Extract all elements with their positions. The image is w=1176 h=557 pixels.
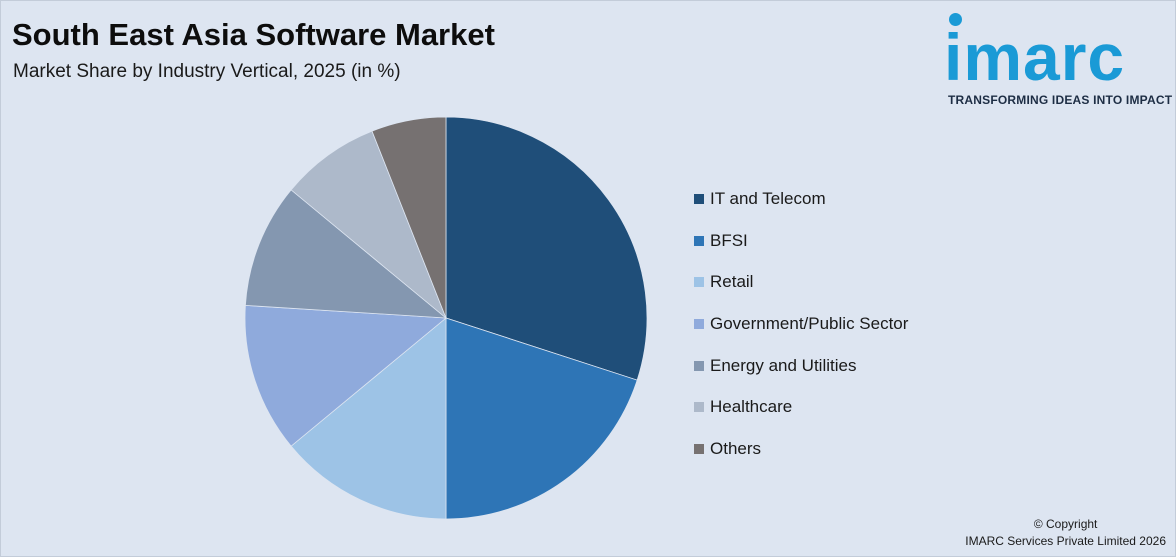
logo-tagline: TRANSFORMING IDEAS INTO IMPACT — [948, 93, 1173, 107]
legend-item: IT and Telecom — [694, 178, 908, 220]
legend-label: Energy and Utilities — [710, 355, 857, 375]
legend-swatch — [694, 402, 704, 413]
logo-wordmark: imarc — [944, 20, 1126, 94]
legend-swatch — [694, 443, 704, 454]
pie-slice-others — [371, 116, 447, 319]
pie-slice-bfsi — [445, 317, 638, 520]
pie-slice-retail — [290, 317, 447, 520]
pie-slice-energy-and-utilities — [244, 189, 448, 319]
legend-swatch — [694, 318, 704, 329]
imarc-logo: imarc TRANSFORMING IDEAS INTO IMPACT — [944, 10, 1173, 110]
legend-label: Healthcare — [710, 397, 793, 417]
legend-swatch — [694, 360, 704, 371]
chart-legend: IT and Telecom BFSI Retail Government/Publi… — [694, 178, 908, 470]
legend-item: Retail — [694, 261, 908, 303]
pie-slice-healthcare — [290, 130, 447, 319]
copyright-notice: © Copyright IMARC Services Private Limit… — [965, 516, 1166, 550]
chart-subtitle: Market Share by Industry Vertical, 2025 … — [13, 61, 401, 82]
logo-dot-icon — [949, 13, 962, 26]
pie-slice-government-public-sector — [244, 304, 448, 447]
legend-item: Energy and Utilities — [694, 345, 908, 387]
chart-title: South East Asia Software Market — [12, 17, 495, 52]
legend-item: Healthcare — [694, 386, 908, 428]
legend-label: Others — [710, 438, 762, 458]
legend-label: Retail — [710, 272, 754, 292]
legend-label: Government/Public Sector — [710, 313, 909, 333]
legend-label: BFSI — [710, 230, 748, 250]
copyright-line: © Copyright — [1033, 517, 1098, 531]
legend-swatch — [694, 277, 704, 288]
legend-label: IT and Telecom — [710, 188, 826, 208]
legend-item: BFSI — [694, 220, 908, 262]
legend-item: Government/Public Sector — [694, 303, 908, 345]
legend-item: Others — [694, 428, 908, 470]
legend-swatch — [694, 193, 704, 204]
pie-slice-it-and-telecom — [445, 116, 648, 381]
legend-swatch — [694, 235, 704, 246]
copyright-company: IMARC Services Private Limited 2026 — [965, 534, 1166, 548]
